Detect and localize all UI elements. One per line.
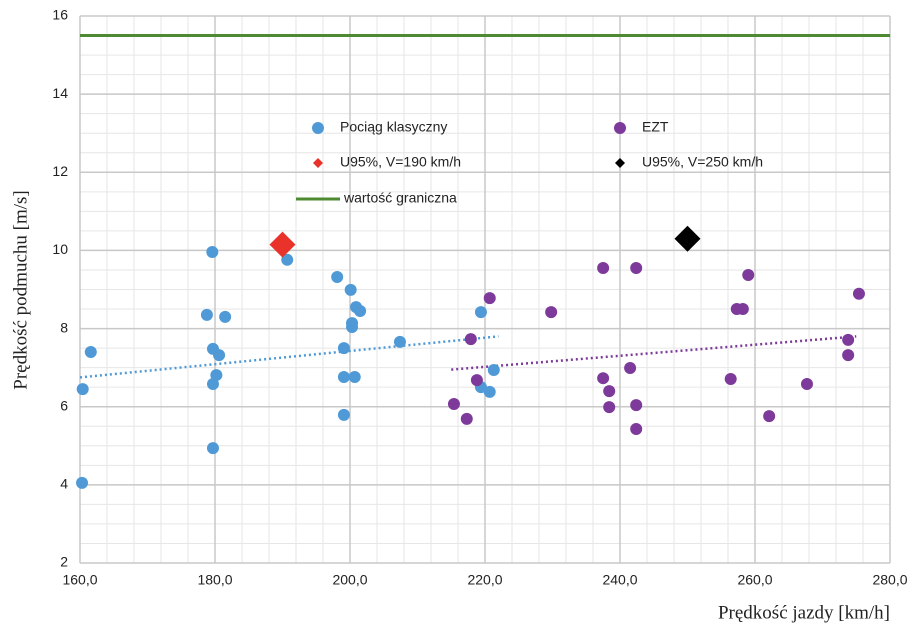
point	[76, 383, 89, 396]
point	[346, 321, 359, 334]
x-tick-label: 180,0	[197, 572, 232, 588]
y-tick-label: 14	[52, 85, 68, 101]
legend-swatch	[614, 122, 626, 134]
point	[483, 385, 496, 398]
point	[483, 292, 496, 305]
point	[344, 283, 357, 296]
point	[842, 349, 855, 362]
point	[487, 363, 500, 376]
point	[800, 378, 813, 391]
x-axis-title: Prędkość jazdy [km/h]	[718, 602, 890, 623]
point	[337, 371, 350, 384]
point	[200, 308, 213, 321]
point	[597, 372, 610, 385]
point	[630, 399, 643, 412]
point	[331, 270, 344, 283]
y-tick-label: 6	[60, 397, 68, 413]
point	[206, 442, 219, 455]
y-tick-label: 8	[60, 319, 68, 335]
point	[447, 397, 460, 410]
point	[603, 385, 616, 398]
point	[763, 410, 776, 423]
point	[597, 262, 610, 275]
point	[281, 253, 294, 266]
point	[674, 225, 701, 252]
point	[210, 369, 223, 382]
y-tick-label: 12	[52, 163, 68, 179]
point	[269, 231, 296, 258]
point	[348, 371, 361, 384]
point	[393, 335, 406, 348]
legend-swatch	[615, 158, 625, 168]
trend-line	[79, 335, 499, 379]
point	[742, 269, 755, 282]
point	[842, 333, 855, 346]
x-tick-label: 160,0	[62, 572, 97, 588]
point	[219, 310, 232, 323]
point	[724, 372, 737, 385]
point	[84, 346, 97, 359]
point	[337, 408, 350, 421]
x-tick-label: 200,0	[332, 572, 367, 588]
point	[337, 342, 350, 355]
point	[624, 362, 637, 375]
legend-label: U95%, V=250 km/h	[642, 154, 763, 170]
x-tick-label: 260,0	[737, 572, 772, 588]
y-axis-title: Prędkość podmuchu [m/s]	[10, 190, 31, 389]
legend-label: EZT	[642, 119, 669, 135]
point	[206, 245, 219, 258]
point	[474, 306, 487, 319]
legend-label: U95%, V=190 km/h	[340, 154, 461, 170]
point	[852, 287, 865, 300]
point	[464, 333, 477, 346]
point	[470, 374, 483, 387]
point	[603, 401, 616, 414]
point	[213, 349, 226, 362]
point	[545, 306, 558, 319]
legend-label: wartość graniczna	[343, 190, 457, 206]
point	[354, 304, 367, 317]
point	[460, 412, 473, 425]
point	[630, 422, 643, 435]
legend-swatch	[312, 122, 324, 134]
point	[736, 303, 749, 316]
point	[76, 476, 89, 489]
y-tick-label: 16	[52, 7, 68, 23]
x-tick-label: 280,0	[872, 572, 907, 588]
legend-label: Pociąg klasyczny	[340, 119, 447, 135]
x-tick-label: 240,0	[602, 572, 637, 588]
y-tick-label: 10	[52, 241, 68, 257]
y-tick-label: 4	[60, 476, 68, 492]
legend-swatch	[313, 158, 323, 168]
point	[630, 262, 643, 275]
y-tick-label: 2	[60, 554, 68, 570]
x-tick-label: 220,0	[467, 572, 502, 588]
